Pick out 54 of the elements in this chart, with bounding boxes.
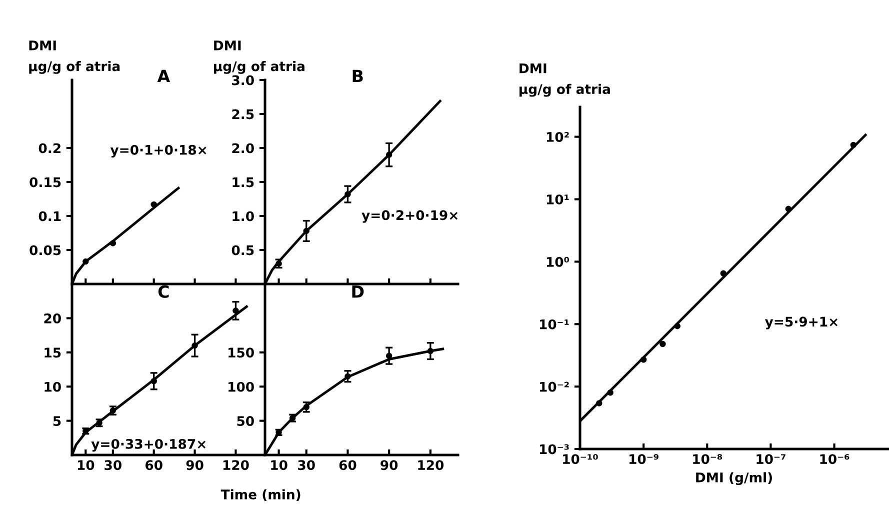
x-tick-label: 10⁻⁹ xyxy=(630,454,658,464)
y-axis-title: DMI μg/g of atria xyxy=(214,40,304,74)
annotation: y=0·33+0·187× xyxy=(91,438,206,452)
x-tick-label: 60 xyxy=(145,460,162,470)
x-tick-label: 30 xyxy=(104,460,122,470)
y-tick-label: 0.05 xyxy=(30,245,61,256)
chart-title: D xyxy=(352,286,364,298)
y-tick-label: 10⁻¹ xyxy=(540,319,569,330)
x-tick-label: 10⁻⁶ xyxy=(820,454,850,464)
y-tick-label: 150 xyxy=(228,348,254,358)
annotation: y=0·1+0·18× xyxy=(110,144,206,158)
x-tick-label: 30 xyxy=(298,460,315,470)
x-tick-label: 10⁻⁷ xyxy=(756,454,786,464)
x-tick-label: 10⁻¹⁰ xyxy=(563,454,598,464)
y-tick-label: 100 xyxy=(228,382,254,392)
x-tick-label: 60 xyxy=(339,460,356,470)
chart-title: B xyxy=(352,70,363,82)
y-tick-label: 0.5 xyxy=(232,245,254,256)
x-tick-label: 90 xyxy=(186,460,204,470)
y-tick-label: 10 xyxy=(44,382,61,392)
y-tick-label: 0.1 xyxy=(38,211,61,222)
y-tick-label: 1.0 xyxy=(232,211,254,222)
x-tick-label: 10⁻⁸ xyxy=(693,454,722,464)
y-axis-title: DMI μg/g of atria xyxy=(29,40,120,74)
x-tick-label: 90 xyxy=(380,460,398,470)
y-tick-label: 10¹ xyxy=(546,194,569,204)
y-tick-label: 2.0 xyxy=(232,143,254,154)
annotation: y=5·9+1× xyxy=(764,316,838,330)
y-tick-label: 20 xyxy=(44,313,61,324)
y-axis-title: DMI μg/g of atria xyxy=(520,63,610,97)
x-axis-title: DMI (g/ml) xyxy=(696,472,772,486)
y-tick-label: 0.2 xyxy=(38,143,60,154)
y-tick-label: 10⁻² xyxy=(540,382,569,392)
point xyxy=(150,201,157,208)
y-tick-label: 10² xyxy=(546,132,569,142)
point xyxy=(82,258,89,265)
y-tick-label: 0.15 xyxy=(30,177,61,188)
y-tick-label: 3.0 xyxy=(232,75,254,86)
annotation: y=0·2+0·19× xyxy=(362,210,458,223)
x-tick-label: 120 xyxy=(418,460,444,470)
y-tick-label: 50 xyxy=(237,416,254,426)
y-tick-label: 15 xyxy=(44,348,61,358)
x-tick-label: 10 xyxy=(271,460,288,470)
x-tick-label: 120 xyxy=(223,460,249,470)
x-axis-title: Time (min) xyxy=(220,489,300,501)
y-tick-label: 1.5 xyxy=(232,177,254,188)
y-tick-label: 2.5 xyxy=(232,109,254,120)
x-tick-label: 10 xyxy=(78,460,94,470)
point xyxy=(110,240,116,246)
chart-title: C xyxy=(158,285,169,298)
y-tick-label: 5 xyxy=(53,416,61,426)
y-tick-label: 10⁻³ xyxy=(540,444,569,454)
y-tick-label: 10⁰ xyxy=(546,256,570,267)
chart-title: A xyxy=(157,70,170,82)
